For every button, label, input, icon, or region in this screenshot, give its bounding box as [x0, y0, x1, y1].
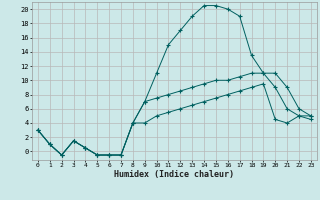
X-axis label: Humidex (Indice chaleur): Humidex (Indice chaleur) [115, 170, 234, 179]
